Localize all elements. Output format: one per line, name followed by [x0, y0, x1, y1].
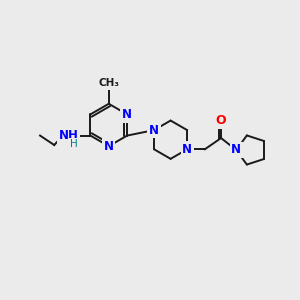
- Text: H: H: [70, 139, 77, 149]
- Text: N: N: [231, 143, 241, 157]
- Text: NH: NH: [58, 129, 78, 142]
- Text: N: N: [104, 140, 114, 153]
- Text: N: N: [149, 124, 159, 136]
- Text: N: N: [182, 143, 192, 156]
- Text: O: O: [216, 115, 226, 128]
- Text: CH₃: CH₃: [98, 78, 119, 88]
- Text: N: N: [122, 108, 132, 121]
